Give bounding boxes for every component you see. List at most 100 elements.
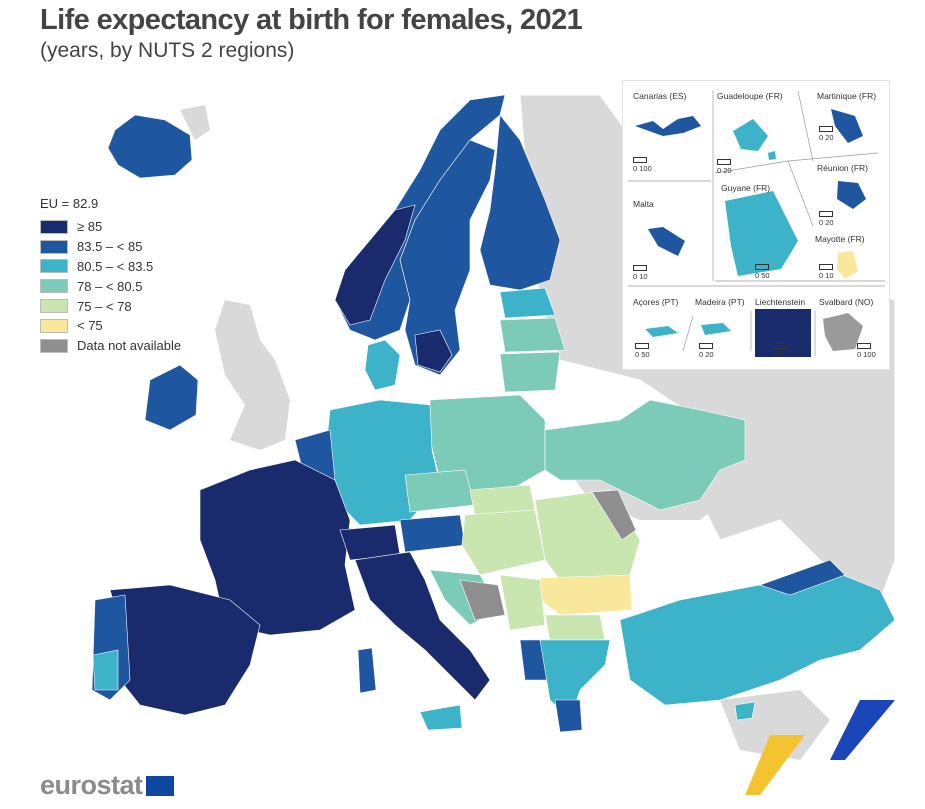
scale-bar: 0 20 xyxy=(819,211,834,227)
land-background xyxy=(215,300,290,450)
region-turkey xyxy=(619,569,896,706)
scale-start: 0 xyxy=(755,271,760,280)
region-sweden-south xyxy=(414,329,453,373)
scale-end: 10 xyxy=(639,272,648,281)
scale-bar: 0 5 xyxy=(773,343,787,359)
scale-start: 0 xyxy=(819,218,824,227)
legend-label: 83.5 – < 85 xyxy=(77,239,143,255)
scale-bar-graphic xyxy=(717,159,731,165)
inset-label: Canarias (ES) xyxy=(633,91,687,101)
inset-label: Guyane (FR) xyxy=(721,183,771,193)
scale-start: 0 xyxy=(857,350,862,359)
scale-bar: 0 10 xyxy=(819,264,834,280)
region-ireland xyxy=(144,364,199,431)
legend-label: 75 – < 78 xyxy=(77,298,132,314)
inset-panel: Canarias (ES) 0 100 Guadeloupe (FR) 0 20 Mar… xyxy=(622,80,890,370)
region-bosnia-no-data xyxy=(459,579,506,621)
region-france xyxy=(199,459,356,636)
scale-bar: 0 20 xyxy=(717,159,732,175)
legend-label: 80.5 – < 83.5 xyxy=(77,258,154,274)
scale-bar-graphic xyxy=(819,126,833,132)
scale-bar: 0 100 xyxy=(633,157,652,173)
region-sicily xyxy=(419,704,463,731)
inset-label: Açores (PT) xyxy=(633,297,679,307)
legend-title: EU = 82.9 xyxy=(40,196,99,211)
scale-start: 0 xyxy=(633,272,638,281)
region-greece-south xyxy=(554,699,583,733)
legend-swatch xyxy=(40,259,68,274)
region-north-macedonia xyxy=(544,614,606,641)
region-austria xyxy=(399,514,466,553)
scale-start: 0 xyxy=(633,164,638,173)
map-legend: EU = 82.9 ≥ 85 83.5 – < 85 80.5 – < 83.5 78… xyxy=(40,196,181,356)
scale-bar-graphic xyxy=(699,343,713,349)
legend-label: 78 – < 80.5 xyxy=(77,278,143,294)
legend-swatch xyxy=(40,338,68,353)
scale-end: 100 xyxy=(639,164,652,173)
inset-label: Réunion (FR) xyxy=(817,163,869,173)
inset-label: Martinique (FR) xyxy=(817,91,877,101)
scale-bar-graphic xyxy=(633,265,647,271)
region-turkey-east xyxy=(759,559,846,596)
scale-start: 0 xyxy=(819,271,824,280)
scale-bar: 0 10 xyxy=(633,265,648,281)
scale-end: 5 xyxy=(779,350,784,359)
map-title: Life expectancy at birth for females, 20… xyxy=(40,4,583,36)
inset-label: Svalbard (NO) xyxy=(819,297,874,307)
scale-end: 20 xyxy=(723,166,732,175)
legend-swatch xyxy=(40,219,68,234)
scale-start: 0 xyxy=(635,350,640,359)
legend-item: ≥ 85 xyxy=(40,217,181,237)
scale-bar: 0 50 xyxy=(755,264,770,280)
legend-swatch xyxy=(40,299,68,314)
scale-end: 20 xyxy=(825,133,834,142)
scale-bar-graphic xyxy=(755,264,769,270)
scale-end: 10 xyxy=(825,271,834,280)
inset-label: Liechtenstein xyxy=(755,297,806,307)
scale-start: 0 xyxy=(773,350,778,359)
scale-start: 0 xyxy=(819,133,824,142)
scale-bar-graphic xyxy=(857,343,871,349)
legend-item: < 75 xyxy=(40,316,181,336)
brand-stripe-yellow xyxy=(745,735,805,795)
scale-bar-graphic xyxy=(819,211,833,217)
region-lithuania xyxy=(499,351,561,393)
eu-flag-icon xyxy=(145,775,174,796)
region-cyprus xyxy=(734,701,756,721)
scale-bar: 0 20 xyxy=(819,126,834,142)
land-background xyxy=(180,105,210,140)
region-czechia xyxy=(404,469,476,513)
legend-items: ≥ 85 83.5 – < 85 80.5 – < 83.5 78 – < 80.5 7… xyxy=(40,217,181,356)
region-italy xyxy=(354,551,491,701)
scale-end: 100 xyxy=(863,350,876,359)
scale-bar-graphic xyxy=(633,157,647,163)
legend-label: ≥ 85 xyxy=(77,219,103,235)
legend-item: 80.5 – < 83.5 xyxy=(40,257,181,277)
legend-label: Data not available xyxy=(77,338,182,354)
legend-label: < 75 xyxy=(77,318,103,334)
scale-end: 50 xyxy=(641,350,650,359)
region-bulgaria xyxy=(539,574,633,616)
scale-bar: 0 50 xyxy=(635,343,650,359)
scale-bar-graphic xyxy=(819,264,833,270)
scale-bar-graphic xyxy=(635,343,649,349)
scale-end: 20 xyxy=(705,350,714,359)
legend-swatch xyxy=(40,239,68,254)
logo-text: eurostat xyxy=(40,770,143,800)
region-east xyxy=(544,399,746,511)
region-estonia xyxy=(499,287,556,319)
region-no-data xyxy=(591,489,637,541)
region-iceland xyxy=(107,114,193,179)
region-denmark xyxy=(364,339,401,391)
inset-label: Guadeloupe (FR) xyxy=(717,91,783,101)
scale-bar: 0 100 xyxy=(857,343,876,359)
inset-dividers xyxy=(628,90,885,357)
legend-item: Data not available xyxy=(40,336,181,356)
map-subtitle: (years, by NUTS 2 regions) xyxy=(40,39,295,62)
brand-stripe-blue xyxy=(830,700,895,760)
scale-end: 20 xyxy=(825,218,834,227)
inset-label: Madeira (PT) xyxy=(695,297,745,307)
region-hungary xyxy=(461,509,546,576)
legend-item: 78 – < 80.5 xyxy=(40,276,181,296)
